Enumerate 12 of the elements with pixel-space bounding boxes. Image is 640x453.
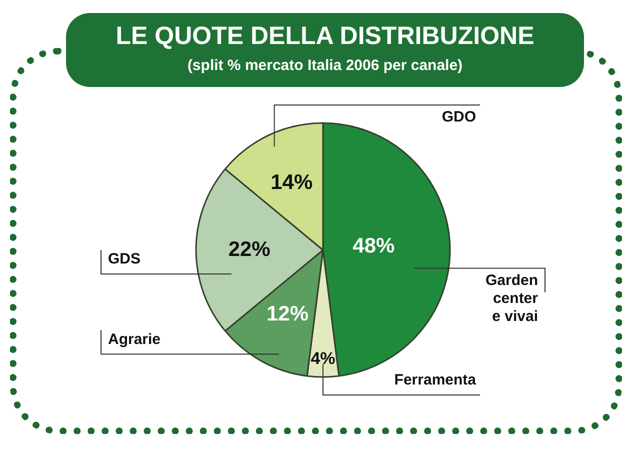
- slice-label: GDO: [442, 108, 476, 126]
- slice-label: Garden center e vivai: [485, 272, 538, 325]
- data-label: 12%: [266, 302, 309, 326]
- chart-subtitle: (split % mercato Italia 2006 per canale): [186, 56, 464, 76]
- slice-label: GDS: [108, 250, 141, 268]
- chart-title: LE QUOTE DELLA DISTRIBUZIONE: [114, 21, 536, 51]
- data-label: 48%: [352, 234, 396, 258]
- data-label: 14%: [270, 171, 313, 194]
- data-label: 4%: [310, 348, 336, 368]
- slice-label: Agrarie: [108, 330, 161, 348]
- data-label: 22%: [228, 238, 271, 261]
- slice-label: Ferramenta: [394, 372, 477, 389]
